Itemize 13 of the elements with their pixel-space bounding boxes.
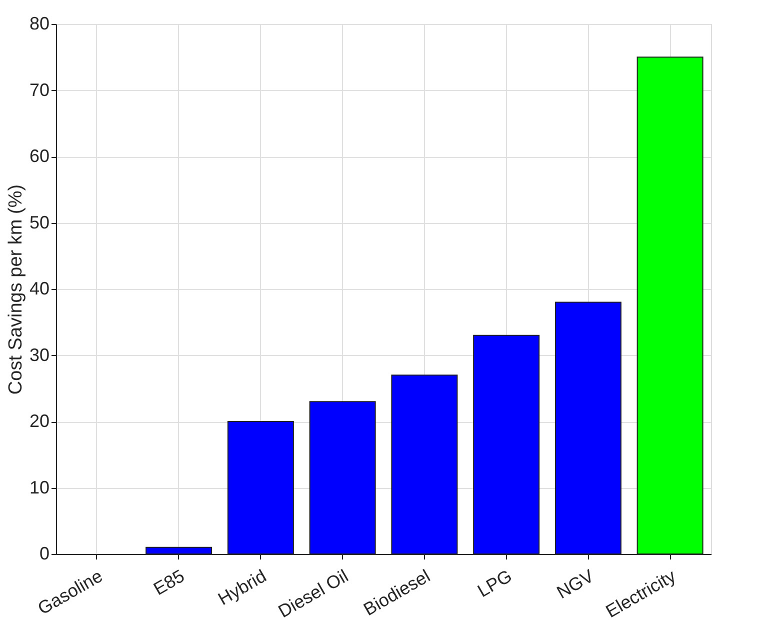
y-tick-label: 0 — [39, 544, 50, 564]
y-tick-label: 20 — [29, 411, 50, 431]
x-tick-label: LPG — [474, 566, 516, 602]
y-axis-title: Cost Savings per km (%) — [5, 184, 26, 395]
x-tick-label: E85 — [150, 566, 188, 600]
x-tick-label: NGV — [553, 566, 598, 603]
y-tick-label: 10 — [29, 477, 50, 498]
y-tick-label: 60 — [29, 146, 50, 166]
y-tick-label: 30 — [29, 344, 50, 365]
y-tick-label: 80 — [29, 14, 50, 34]
y-tick-label: 70 — [29, 80, 50, 100]
y-tick-label: 50 — [29, 212, 50, 232]
y-tick-label: 40 — [29, 278, 50, 298]
